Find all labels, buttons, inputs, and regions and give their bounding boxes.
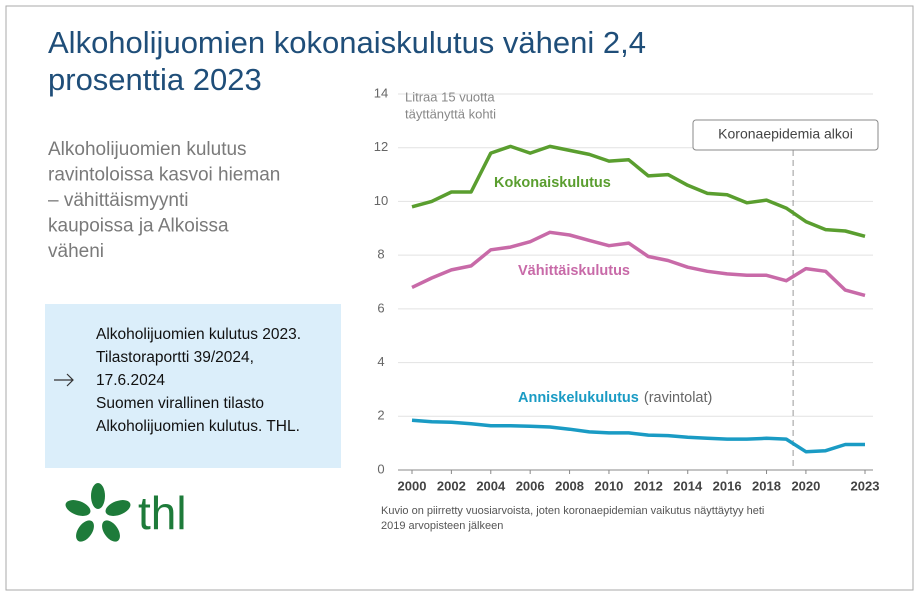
x-tick-label: 2006	[516, 478, 545, 493]
title: prosenttia 2023	[48, 62, 262, 97]
subtitle-line: Alkoholijuomien kulutus	[48, 139, 247, 160]
x-tick-label: 2016	[713, 478, 742, 493]
series-line	[411, 230, 866, 298]
title: Alkoholijuomien kokonaiskulutus väheni 2…	[48, 25, 646, 60]
y-tick-label: 12	[374, 139, 388, 154]
logo-icon	[65, 483, 131, 542]
arrow-icon	[54, 373, 74, 387]
subtitle-line: kaupoissa ja Alkoissa	[48, 216, 229, 237]
source-text: Alkoholijuomien kulutus 2023. Tilastorapo…	[96, 326, 301, 435]
series-note: (ravintolat)	[644, 390, 713, 406]
annotation-box	[692, 119, 879, 151]
source-line: Suomen virallinen tilasto	[96, 395, 264, 412]
x-tick-label: 2018	[752, 478, 781, 493]
logo-text: thl	[138, 487, 187, 539]
series-label: Anniskelukulutus (ravintolat)	[518, 390, 712, 406]
y-axis-label: Litraa 15 vuotta	[405, 89, 495, 104]
subtitle-line: ravintoloissa kasvoi hieman	[48, 165, 280, 186]
slide-border	[5, 5, 914, 591]
series-name: Vähittäiskulutus	[518, 263, 630, 279]
series-line	[411, 418, 865, 454]
x-tick-label: 2014	[673, 478, 703, 493]
y-tick-label: 2	[377, 408, 384, 423]
footnote: Kuvio on piirretty vuosiarvoista, joten …	[381, 505, 764, 517]
series-label: Vähittäiskulutus	[518, 263, 630, 279]
series-name: Kokonaiskulutus	[494, 175, 611, 191]
x-tick-label: 2010	[594, 478, 623, 493]
x-tick-label: 2000	[398, 478, 427, 493]
y-tick-label: 8	[377, 247, 384, 262]
x-tick-label: 2012	[634, 478, 663, 493]
series-line	[411, 144, 866, 238]
chart: 0 2 4 6 8 10 12 14 Litraa 15 vuotta täyttänyttä k…	[374, 85, 880, 531]
footnote: 2019 arvopisteen jälkeen	[381, 520, 503, 532]
annotation-text: Koronaepidemia alkoi	[718, 126, 853, 142]
source-line: Tilastoraportti 39/2024,	[96, 349, 254, 366]
y-tick-label: 0	[377, 461, 384, 476]
source-line: Alkoholijuomien kulutus 2023.	[96, 326, 301, 343]
x-tick-label: 2002	[437, 478, 466, 493]
x-tick-label: 2023	[851, 478, 880, 493]
y-tick-label: 14	[374, 85, 388, 100]
source-line: 17.6.2024	[96, 372, 165, 389]
subtitle-line: – vähittäismyynti	[48, 190, 188, 211]
series-label: Kokonaiskulutus	[494, 175, 611, 191]
subtitle-line: väheni	[48, 241, 104, 262]
y-tick-label: 6	[377, 300, 384, 315]
y-tick-label: 4	[377, 354, 384, 369]
x-tick-label: 2020	[791, 478, 820, 493]
subtitle: Alkoholijuomien kulutus ravintoloissa kas…	[48, 139, 280, 262]
source-line: Alkoholijuomien kulutus. THL.	[96, 418, 300, 435]
y-tick-label: 10	[374, 193, 388, 208]
y-axis-label: täyttänyttä kohti	[405, 106, 496, 121]
series-name: Anniskelukulutus	[518, 390, 639, 406]
source-box	[45, 304, 341, 468]
x-tick-label: 2008	[555, 478, 584, 493]
x-tick-label: 2004	[476, 478, 506, 493]
